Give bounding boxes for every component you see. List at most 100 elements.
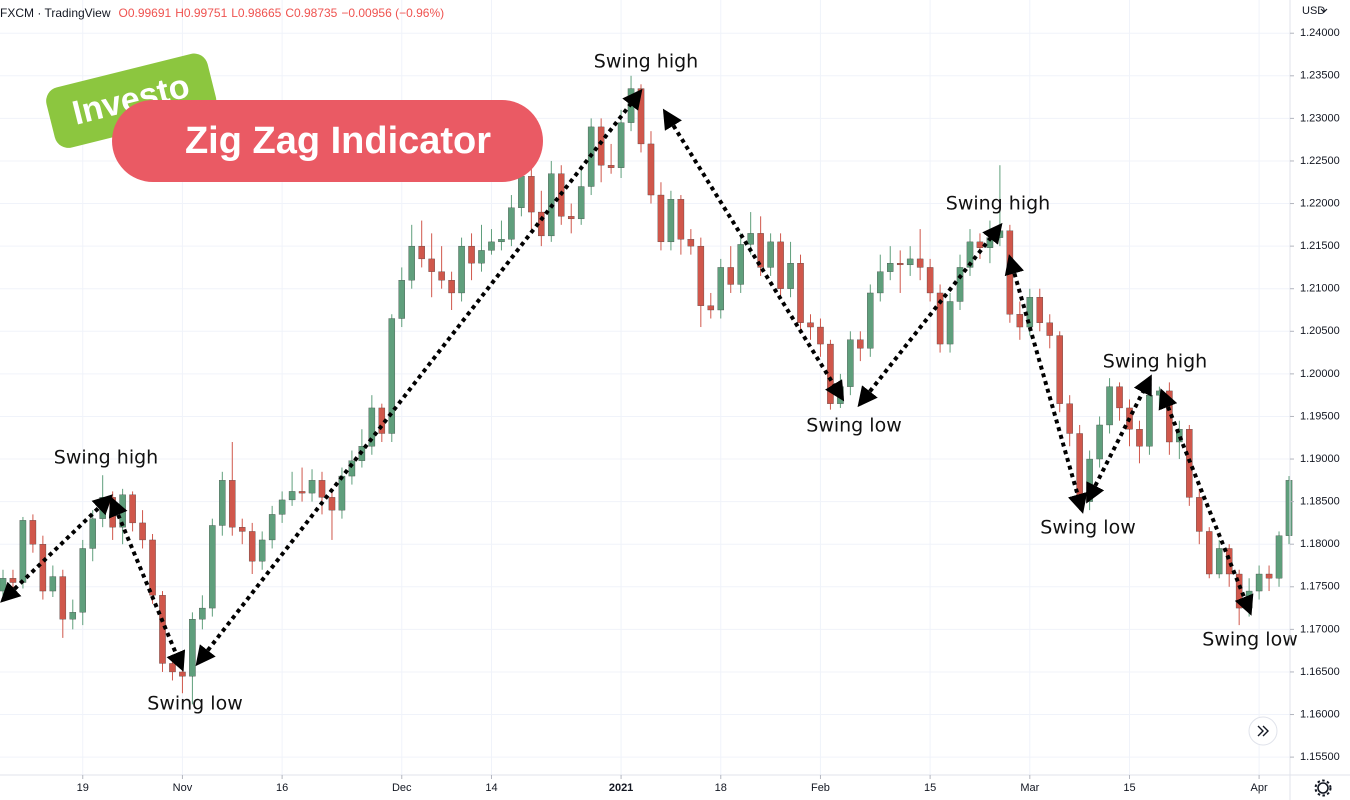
candle-body (767, 241, 774, 268)
candle-body (697, 245, 705, 306)
candle-body (209, 525, 216, 609)
candle-body (607, 165, 615, 168)
candle-body (886, 263, 894, 272)
candle-body (747, 233, 754, 245)
candle-body (1146, 395, 1153, 447)
candle-body (129, 494, 136, 524)
candle-body (1225, 548, 1233, 575)
candle-body (847, 339, 854, 387)
candle-body (737, 244, 744, 285)
header-item: O0.99691 (118, 6, 171, 20)
zigzag-arrow (662, 108, 845, 402)
y-tick-label: 1.22000 (1300, 197, 1340, 209)
y-tick-label: 1.23000 (1300, 112, 1340, 124)
x-tick-label: Dec (392, 782, 412, 794)
candle-body (1265, 573, 1273, 579)
candle-body (956, 267, 964, 302)
candle-body (1285, 480, 1293, 536)
candle-body (199, 607, 206, 620)
gear-icon[interactable] (1317, 782, 1329, 794)
candle-body (1186, 429, 1193, 498)
candle-body (1255, 573, 1263, 592)
zigzag-arrow (1004, 254, 1088, 514)
candle-body (976, 241, 984, 248)
zigzag-arrow (1086, 374, 1152, 504)
y-tick-label: 1.23500 (1300, 70, 1340, 82)
candle-body (428, 258, 435, 272)
x-tick-label: 14 (485, 782, 497, 794)
currency[interactable]: USD (1302, 5, 1325, 17)
x-tick-label: 16 (276, 782, 288, 794)
candle-body (1016, 314, 1024, 328)
annotation: Swing high (594, 51, 698, 73)
x-tick-label: Apr (1251, 782, 1268, 794)
candle-body (817, 326, 824, 345)
candle-body (996, 230, 1004, 238)
gear-teeth (1314, 779, 1332, 797)
candle-body (19, 520, 27, 583)
currency-caret (1320, 8, 1328, 13)
y-tick-label: 1.24000 (1300, 27, 1340, 39)
candle-body (777, 241, 784, 289)
candle-body (189, 618, 196, 677)
y-tick-label: 1.15500 (1300, 751, 1340, 763)
candle-body (896, 263, 904, 266)
settings[interactable] (1314, 779, 1332, 797)
header-item: C0.98735 (285, 6, 337, 20)
scroll-icon (1257, 725, 1269, 737)
x-tick-label: 2021 (609, 782, 633, 794)
candle-body (239, 527, 246, 532)
candle-body (328, 497, 336, 511)
y-tick-label: 1.21500 (1300, 240, 1340, 252)
x-tick-label: Feb (811, 782, 830, 794)
candle-body (1196, 497, 1203, 532)
candle-body (258, 539, 266, 562)
candle-body (797, 263, 804, 323)
candle-body (179, 671, 186, 677)
candle-body (857, 339, 864, 349)
candle-body (1066, 403, 1073, 434)
candle-body (1215, 548, 1223, 575)
candle-body (667, 199, 675, 243)
y-tick-label: 1.21000 (1300, 283, 1340, 295)
candle-body (807, 322, 814, 328)
y-tick-label: 1.17500 (1300, 581, 1340, 593)
candle-body (707, 305, 715, 311)
candle-body (1056, 335, 1063, 404)
x-tick-label: Nov (173, 782, 193, 794)
zigzag: Swing high Swing low Swing high Swing low Sw… (0, 51, 1298, 715)
candle-body (278, 499, 286, 515)
candle-body (946, 301, 954, 345)
candle-body (99, 497, 106, 519)
candle-body (448, 280, 455, 294)
candle-body (877, 271, 884, 294)
candle-body (139, 522, 146, 541)
candle-body (488, 241, 495, 251)
candle-body (567, 216, 575, 220)
zigzag-arrow (195, 88, 643, 667)
zigzag-arrow (857, 222, 1003, 408)
annotation: Swing low (1202, 629, 1297, 651)
candle-body (229, 480, 236, 528)
y-tick-label: 1.16500 (1300, 666, 1340, 678)
candle-body (498, 239, 505, 243)
candle-body (916, 258, 924, 268)
x-tick-label: 19 (77, 782, 89, 794)
y-tick-label: 1.19000 (1300, 453, 1340, 465)
scroll-button[interactable] (1248, 716, 1278, 746)
candle-body (268, 514, 276, 541)
y-tick-label: 1.18000 (1300, 538, 1340, 550)
candle-body (89, 518, 96, 549)
candle-body (29, 520, 37, 545)
header-item: FXCM · TradingView (0, 6, 111, 20)
candle-body (1006, 230, 1014, 315)
candle-body (318, 480, 326, 498)
annotation: Swing high (946, 193, 1050, 215)
candle-body (298, 491, 306, 494)
axes: 1.24000 1.23500 1.23000 1.22500 1.22000 1.215… (77, 27, 1340, 794)
candle-body (577, 186, 585, 220)
x-tick-label: Mar (1020, 782, 1039, 794)
x-tick-label: 18 (715, 782, 727, 794)
candle-body (827, 343, 834, 404)
y-tick-label: 1.20000 (1300, 368, 1340, 380)
